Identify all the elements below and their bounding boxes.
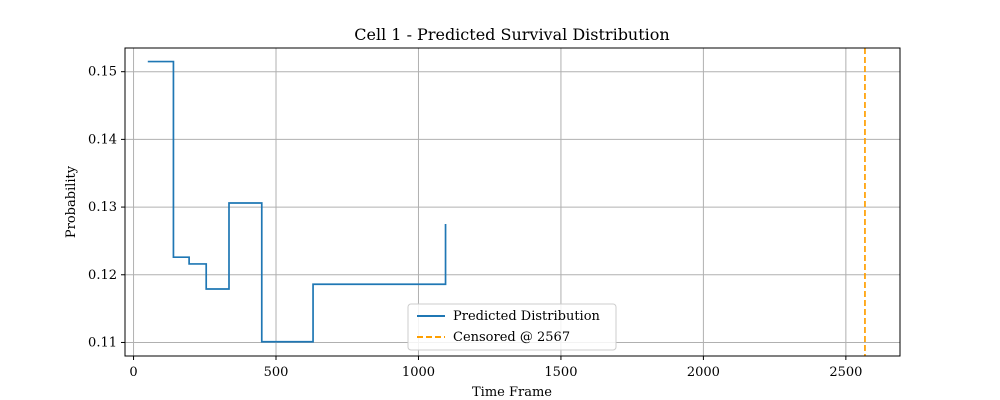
y-tick-label: 0.13 <box>88 200 117 215</box>
tick-layer: 0 500 1000 1500 2000 2500 0.11 0.12 0.13 0.14 0.15 <box>88 65 862 380</box>
legend-box <box>407 303 617 351</box>
plot-frame <box>124 47 901 357</box>
y-tick-label: 0.15 <box>88 65 117 80</box>
x-axis-label: Time Frame <box>472 385 552 400</box>
legend: Predicted Distribution Censored @ 2567 <box>407 303 617 351</box>
y-axis-label: Probability <box>64 165 79 238</box>
y-tick-label: 0.12 <box>88 268 117 283</box>
x-tick-label: 2000 <box>687 365 720 380</box>
x-tick-label: 0 <box>129 365 137 380</box>
x-tick-label: 500 <box>264 365 289 380</box>
y-tick-label: 0.14 <box>88 132 117 147</box>
legend-predicted-label: Predicted Distribution <box>453 309 601 324</box>
x-tick-label: 1500 <box>544 365 577 380</box>
x-tick-label: 1000 <box>402 365 435 380</box>
chart-title: Cell 1 - Predicted Survival Distribution <box>354 25 669 44</box>
data-layer <box>147 48 866 356</box>
legend-censored-label: Censored @ 2567 <box>453 330 570 345</box>
series-line-predicted-distribution <box>147 60 447 343</box>
y-tick-label: 0.11 <box>88 335 117 350</box>
x-tick-label: 2500 <box>829 365 862 380</box>
